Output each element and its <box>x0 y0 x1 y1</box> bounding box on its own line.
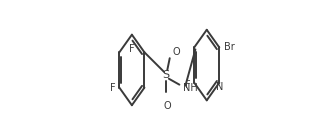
Text: F: F <box>185 80 190 90</box>
Text: NH: NH <box>183 83 198 93</box>
Text: O: O <box>163 101 171 111</box>
Text: Br: Br <box>224 42 235 52</box>
Text: F: F <box>110 83 115 93</box>
Text: S: S <box>163 70 170 80</box>
Text: F: F <box>129 44 135 55</box>
Text: O: O <box>172 47 180 57</box>
Text: N: N <box>216 81 224 92</box>
